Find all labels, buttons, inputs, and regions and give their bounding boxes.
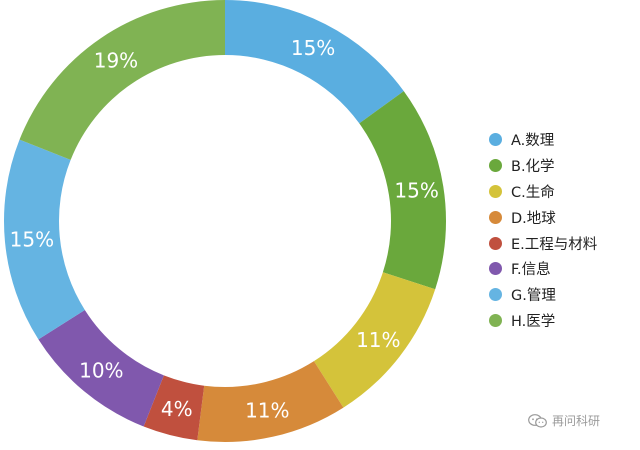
slice-c: [313, 272, 436, 408]
slice-label: 10%: [79, 358, 123, 382]
legend-label: H.医学: [511, 313, 556, 330]
slice-d: [197, 361, 344, 442]
slice-h: [19, 0, 226, 160]
legend-label: F.信息: [511, 262, 551, 279]
slice-g: [4, 139, 85, 340]
slice-b: [359, 91, 446, 290]
legend-label: D.地球: [511, 210, 556, 227]
legend-item: F.信息: [489, 256, 597, 282]
legend-label: C.生命: [511, 184, 555, 201]
slice-label: 19%: [94, 49, 138, 73]
legend-item: A.数理: [489, 127, 597, 153]
slice-label: 15%: [291, 36, 335, 60]
watermark: 再问科研: [528, 412, 600, 429]
legend-item: E.工程与材料: [489, 230, 597, 256]
legend-swatch: [489, 184, 502, 198]
chart-legend: A.数理 B.化学 C.生命 D.地球 E.工程与材料 F.信息 G.管理 H.医学: [489, 127, 597, 333]
legend-swatch: [489, 236, 502, 250]
slice-label: 11%: [356, 328, 400, 352]
legend-item: G.管理: [489, 282, 597, 308]
chart-labels: 15% 15% 11% 11% 4% 10% 15% 19%: [10, 36, 439, 422]
legend-label: A.数理: [511, 133, 555, 150]
legend-label: G.管理: [511, 288, 556, 305]
legend-swatch: [489, 210, 502, 224]
legend-item: C.生命: [489, 179, 597, 205]
legend-item: H.医学: [489, 308, 597, 334]
chart-slices: [4, 0, 446, 442]
slice-label: 15%: [394, 179, 438, 203]
legend-swatch: [489, 313, 502, 327]
legend-swatch: [489, 159, 502, 173]
legend-label: B.化学: [511, 159, 555, 176]
legend-item: D.地球: [489, 204, 597, 230]
slice-label: 11%: [245, 398, 289, 422]
slice-label: 4%: [161, 397, 193, 421]
legend-item: B.化学: [489, 153, 597, 179]
slice-e: [143, 375, 205, 441]
legend-label: E.工程与材料: [511, 236, 598, 253]
legend-swatch: [489, 133, 502, 147]
legend-swatch: [489, 288, 502, 302]
slice-f: [38, 309, 164, 427]
legend-swatch: [489, 262, 502, 276]
watermark-text: 再问科研: [552, 414, 601, 428]
slice-a: [225, 0, 404, 124]
slice-label: 15%: [10, 227, 54, 251]
chat-bubble-icon: [528, 413, 547, 428]
